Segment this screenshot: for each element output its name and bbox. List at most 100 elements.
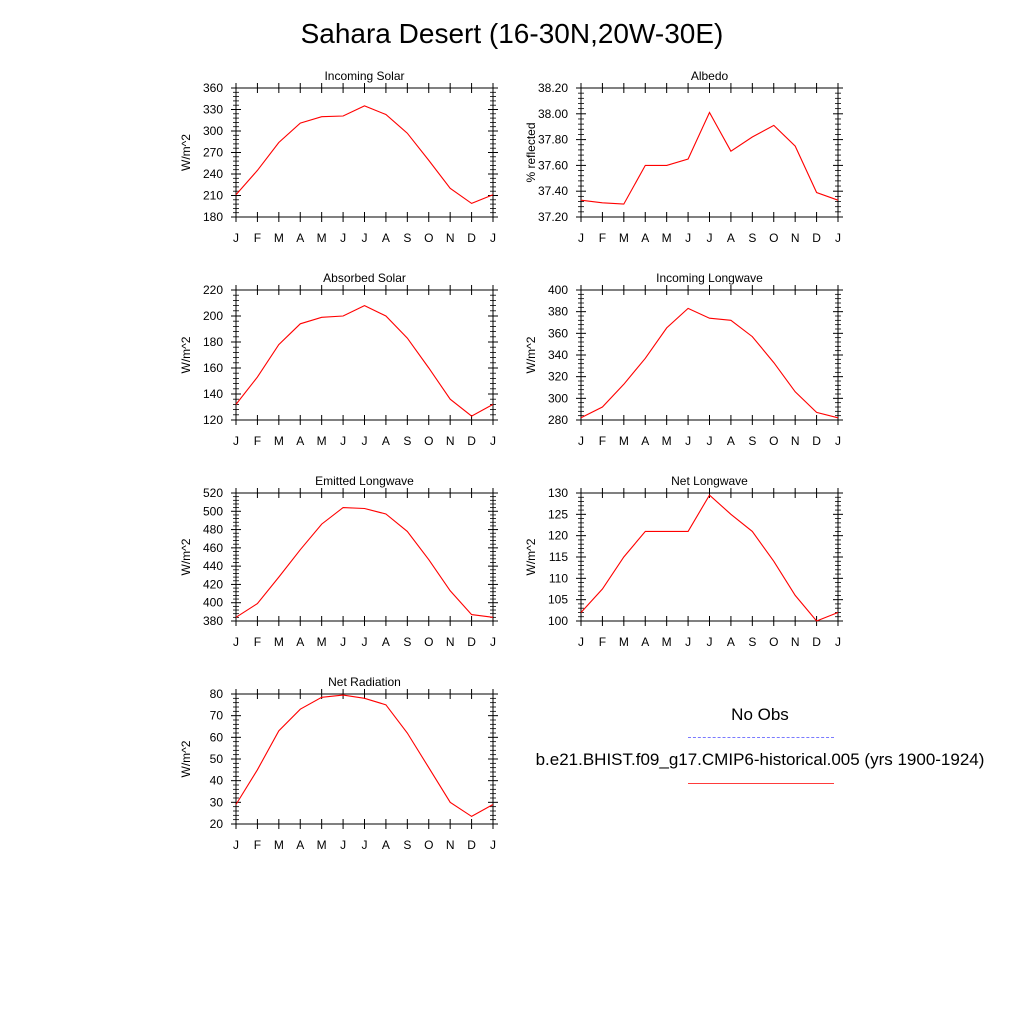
x-tick-label: D [467,838,476,852]
x-tick-label: F [254,231,261,245]
x-tick-label: A [641,434,649,448]
y-tick-label: 460 [203,541,223,555]
x-tick-label: J [578,434,584,448]
x-tick-label: D [812,635,821,649]
y-tick-label: 340 [548,348,568,362]
x-tick-label: F [254,635,261,649]
x-tick-label: A [641,635,649,649]
x-tick-label: A [296,231,304,245]
y-tick-label: 37.20 [538,210,568,224]
y-tick-label: 300 [548,391,568,405]
chart-title: Net Longwave [671,474,748,488]
x-tick-label: M [619,434,629,448]
y-tick-label: 100 [548,614,568,628]
y-tick-label: 38.00 [538,107,568,121]
x-tick-label: N [446,434,455,448]
x-tick-label: F [599,231,606,245]
y-axis-label: W/m^2 [179,336,193,373]
x-tick-label: O [424,231,433,245]
legend-model-label: b.e21.BHIST.f09_g17.CMIP6-historical.005… [535,750,985,769]
x-tick-label: O [769,434,778,448]
x-tick-label: M [274,434,284,448]
y-tick-label: 320 [548,370,568,384]
x-tick-label: J [233,838,239,852]
x-tick-label: N [791,635,800,649]
y-tick-label: 500 [203,504,223,518]
x-tick-label: N [791,434,800,448]
x-tick-label: O [424,434,433,448]
x-tick-label: D [467,231,476,245]
legend-obs-label: No Obs [731,705,789,724]
y-axis-label: W/m^2 [179,740,193,777]
x-tick-label: S [748,434,756,448]
x-tick-label: A [382,838,390,852]
x-tick-label: J [490,838,496,852]
x-tick-label: J [578,635,584,649]
x-tick-label: M [317,231,327,245]
x-tick-label: J [490,231,496,245]
x-tick-label: A [727,231,735,245]
page-title: Sahara Desert (16-30N,20W-30E) [300,18,724,49]
x-tick-label: M [317,838,327,852]
x-tick-label: N [446,635,455,649]
series-line [580,494,839,622]
y-axis-label: W/m^2 [179,538,193,575]
x-tick-label: S [748,231,756,245]
x-tick-label: O [424,838,433,852]
y-tick-label: 110 [549,571,568,585]
x-tick-label: J [835,231,841,245]
x-tick-label: J [578,231,584,245]
x-tick-label: J [233,434,239,448]
x-tick-label: A [296,838,304,852]
chart-title: Incoming Solar [324,69,404,83]
chart-title: Net Radiation [328,675,401,689]
x-tick-label: M [662,231,672,245]
y-tick-label: 50 [210,752,224,766]
x-tick-label: S [403,838,411,852]
y-tick-label: 60 [210,730,224,744]
x-tick-label: F [254,434,261,448]
x-tick-label: A [382,231,390,245]
y-tick-label: 140 [203,387,223,401]
series-line [580,307,839,419]
x-tick-label: J [362,231,368,245]
x-tick-label: N [791,231,800,245]
x-tick-label: A [296,434,304,448]
y-tick-label: 440 [203,559,223,573]
x-tick-label: J [490,434,496,448]
y-tick-label: 38.20 [538,81,568,95]
y-tick-label: 37.60 [538,158,568,172]
x-tick-label: J [233,231,239,245]
chart-title: Absorbed Solar [323,271,406,285]
y-tick-label: 400 [548,283,568,297]
y-tick-label: 30 [210,795,224,809]
y-tick-label: 120 [203,413,223,427]
x-tick-label: S [403,434,411,448]
x-tick-label: S [748,635,756,649]
x-tick-label: A [382,635,390,649]
x-tick-label: J [340,635,346,649]
x-tick-label: M [662,434,672,448]
chart-title: Albedo [691,69,729,83]
x-tick-label: F [254,838,261,852]
x-tick-label: M [317,635,327,649]
x-tick-label: J [707,635,713,649]
x-tick-label: J [685,635,691,649]
y-tick-label: 270 [203,146,223,160]
x-tick-label: F [599,434,606,448]
x-tick-label: F [599,635,606,649]
x-tick-label: J [362,434,368,448]
y-tick-label: 300 [203,124,223,138]
y-tick-label: 210 [203,189,223,203]
x-tick-label: J [835,434,841,448]
x-tick-label: J [835,635,841,649]
series-line [580,111,839,205]
series-line [235,694,494,818]
y-tick-label: 130 [548,486,568,500]
y-tick-label: 380 [548,305,568,319]
x-tick-label: M [274,635,284,649]
